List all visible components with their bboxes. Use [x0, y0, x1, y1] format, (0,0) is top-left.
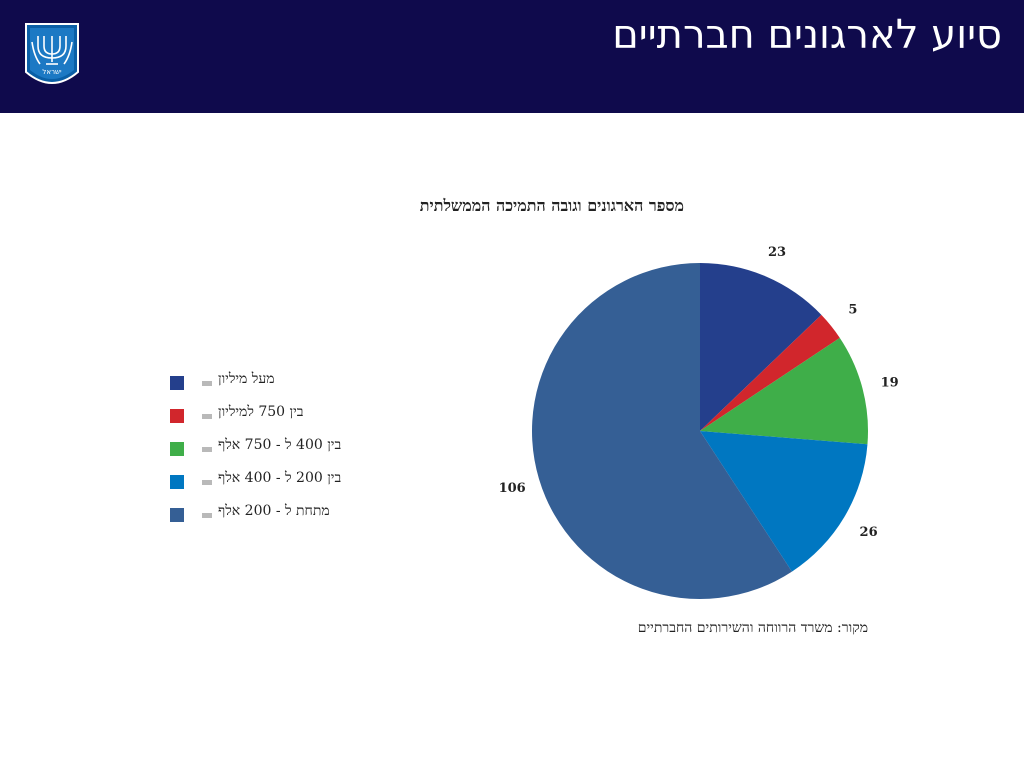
data-label: 26 — [860, 525, 878, 540]
pie-slice — [700, 431, 868, 572]
legend-marker-icon — [202, 414, 212, 419]
legend-label: בין 750 למיליון — [218, 404, 304, 420]
legend-swatch — [170, 376, 184, 390]
data-label: 19 — [881, 376, 899, 391]
legend-item: בין 400 ל - 750 אלף — [170, 436, 370, 469]
source-note: מקור: משרד הרווחה והשירותים החברתיים — [637, 620, 868, 636]
legend-swatch — [170, 508, 184, 522]
legend-item: בין 750 למיליון — [170, 403, 370, 436]
data-label: 5 — [848, 302, 857, 317]
legend-marker-icon — [202, 381, 212, 386]
legend-label: בין 400 ל - 750 אלף — [218, 437, 342, 453]
legend-marker-icon — [202, 480, 212, 485]
legend-swatch — [170, 442, 184, 456]
legend-marker-icon — [202, 513, 212, 518]
legend-item: בין 200 ל - 400 אלף — [170, 469, 370, 502]
data-label: 106 — [499, 481, 526, 496]
legend-marker-icon — [202, 447, 212, 452]
legend-swatch — [170, 475, 184, 489]
legend-item: מתחת ל - 200 אלף — [170, 502, 370, 535]
legend-label: מתחת ל - 200 אלף — [218, 503, 330, 519]
legend-swatch — [170, 409, 184, 423]
emblem-text: ישראל — [42, 68, 62, 76]
pie-slice — [700, 263, 822, 431]
legend-label: בין 200 ל - 400 אלף — [218, 470, 342, 486]
chart-title: מספר הארגונים וגובה התמיכה הממשלתית — [419, 196, 684, 215]
pie-slice — [700, 314, 840, 431]
header-bar: ישראל סיוע לארגונים חברתיים — [0, 0, 1024, 113]
slide-title: סיוע לארגונים חברתיים — [612, 12, 1002, 58]
pie-slice — [700, 337, 868, 445]
legend-item: מעל מיליון — [170, 370, 370, 403]
data-label: 23 — [768, 245, 786, 260]
legend-label: מעל מיליון — [218, 371, 275, 387]
state-emblem-icon: ישראל — [22, 22, 82, 90]
chart-legend: מעל מיליון בין 750 למיליון בין 400 ל - 7… — [170, 370, 370, 535]
pie-slice — [532, 263, 792, 599]
